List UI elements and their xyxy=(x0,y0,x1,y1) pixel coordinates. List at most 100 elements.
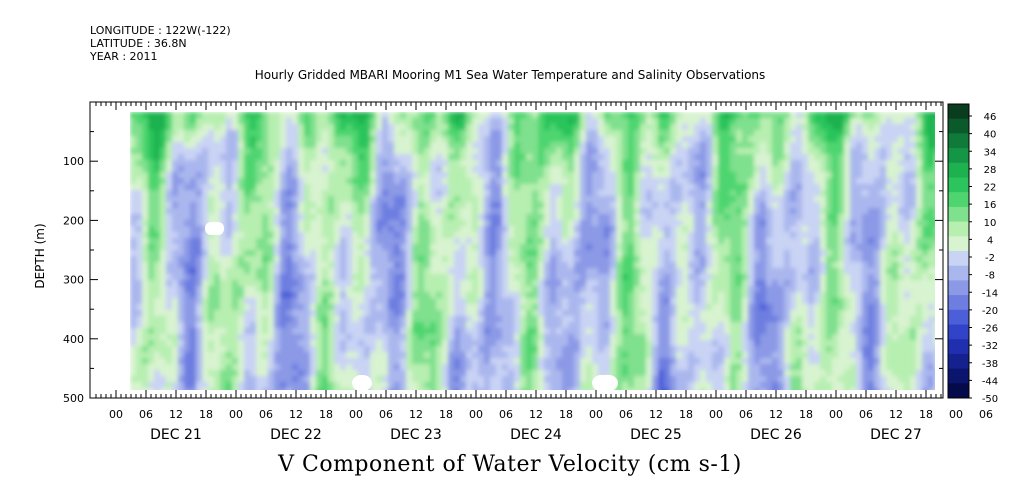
heatmap-cell xyxy=(202,376,209,383)
heatmap-cell xyxy=(352,292,359,299)
heatmap-cell xyxy=(742,370,749,377)
heatmap-cell xyxy=(232,250,239,257)
heatmap-cell xyxy=(490,136,497,143)
heatmap-cell xyxy=(580,136,587,143)
heatmap-cell xyxy=(226,238,233,245)
heatmap-cell xyxy=(628,148,635,155)
heatmap-cell xyxy=(220,292,227,299)
heatmap-cell xyxy=(388,388,395,390)
heatmap-cell xyxy=(670,214,677,221)
heatmap-cell xyxy=(202,346,209,353)
heatmap-cell xyxy=(502,304,509,311)
heatmap-cell xyxy=(328,226,335,233)
heatmap-cell xyxy=(622,280,629,287)
heatmap-cell xyxy=(184,256,191,263)
heatmap-cell xyxy=(262,370,269,377)
heatmap-cell xyxy=(454,232,461,239)
heatmap-cell xyxy=(718,352,725,359)
heatmap-cell xyxy=(250,226,257,233)
heatmap-cell xyxy=(658,358,665,365)
heatmap-cell xyxy=(592,370,599,377)
heatmap-cell xyxy=(742,352,749,359)
heatmap-cell xyxy=(730,334,737,341)
heatmap-cell xyxy=(400,298,407,305)
heatmap-cell xyxy=(742,178,749,185)
heatmap-cell xyxy=(262,274,269,281)
heatmap-cell xyxy=(706,214,713,221)
heatmap-cell xyxy=(280,364,287,371)
heatmap-cell xyxy=(466,214,473,221)
heatmap-cell xyxy=(562,190,569,197)
heatmap-cell xyxy=(580,310,587,317)
heatmap-cell xyxy=(700,148,707,155)
heatmap-cell xyxy=(748,364,755,371)
heatmap-cell xyxy=(496,118,503,125)
heatmap-cell xyxy=(706,364,713,371)
heatmap-cell xyxy=(412,226,419,233)
heatmap-cell xyxy=(478,118,485,125)
heatmap-cell xyxy=(370,328,377,335)
heatmap-cell xyxy=(508,322,515,329)
heatmap-cell xyxy=(364,358,371,365)
heatmap-cell xyxy=(304,184,311,191)
heatmap-cell xyxy=(250,208,257,215)
heatmap-cell xyxy=(280,316,287,323)
heatmap-cell xyxy=(238,382,245,389)
heatmap-cell xyxy=(658,154,665,161)
heatmap-cell xyxy=(196,196,203,203)
heatmap-cell xyxy=(190,190,197,197)
heatmap-cell xyxy=(622,388,629,390)
heatmap-cell xyxy=(760,262,767,269)
heatmap-cell xyxy=(598,364,605,371)
heatmap-cell xyxy=(358,160,365,167)
heatmap-cell xyxy=(496,334,503,341)
heatmap-cell xyxy=(688,136,695,143)
heatmap-cell xyxy=(412,124,419,131)
heatmap-cell xyxy=(298,262,305,269)
heatmap-cell xyxy=(298,268,305,275)
heatmap-cell xyxy=(406,130,413,137)
heatmap-cell xyxy=(610,340,617,347)
heatmap-cell xyxy=(172,334,179,341)
heatmap-cell xyxy=(526,232,533,239)
heatmap-cell xyxy=(550,112,557,119)
heatmap-cell xyxy=(460,280,467,287)
heatmap-cell xyxy=(700,172,707,179)
heatmap-cell xyxy=(328,334,335,341)
heatmap-cell xyxy=(442,244,449,251)
heatmap-cell xyxy=(526,250,533,257)
heatmap-cell xyxy=(586,136,593,143)
heatmap-cell xyxy=(598,154,605,161)
heatmap-cell xyxy=(640,220,647,227)
heatmap-cell xyxy=(418,226,425,233)
heatmap-cell xyxy=(706,196,713,203)
heatmap-cell xyxy=(730,244,737,251)
heatmap-cell xyxy=(430,334,437,341)
heatmap-cell xyxy=(730,262,737,269)
heatmap-cell xyxy=(676,280,683,287)
heatmap-cell xyxy=(394,376,401,383)
heatmap-cell xyxy=(682,268,689,275)
heatmap-cell xyxy=(298,154,305,161)
heatmap-cell xyxy=(550,280,557,287)
heatmap-cell xyxy=(460,160,467,167)
heatmap-cell xyxy=(670,334,677,341)
heatmap-cell xyxy=(448,172,455,179)
heatmap-cell xyxy=(376,142,383,149)
heatmap-cell xyxy=(262,352,269,359)
heatmap-cell xyxy=(232,334,239,341)
heatmap-cell xyxy=(580,262,587,269)
heatmap-cell xyxy=(658,262,665,269)
heatmap-cell xyxy=(718,148,725,155)
heatmap-cell xyxy=(262,280,269,287)
heatmap-cell xyxy=(142,190,149,197)
heatmap-cell xyxy=(526,328,533,335)
heatmap-cell xyxy=(196,346,203,353)
heatmap-cell xyxy=(568,352,575,359)
heatmap-cell xyxy=(364,142,371,149)
heatmap-cell xyxy=(310,352,317,359)
heatmap-cell xyxy=(346,184,353,191)
heatmap-cell xyxy=(370,202,377,209)
heatmap-cell xyxy=(748,274,755,281)
heatmap-cell xyxy=(388,130,395,137)
